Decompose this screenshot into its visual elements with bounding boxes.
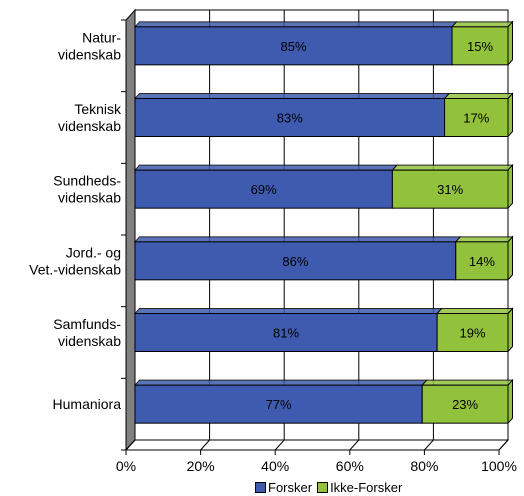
floor-gridline-80 [424,439,434,451]
data-label-ikke-forsker-0: 15% [467,39,493,54]
category-label-line: Vet.-videnskab [29,261,121,277]
legend-swatch-forsker [255,481,266,493]
bar-ikke-forsker-5 [421,384,509,424]
legend-label-forsker: Forsker [268,479,313,495]
category-label-3: Jord.- og Vet.-videnskab [29,244,121,277]
bar-top-ikke-forsker-3 [454,236,514,243]
bar-forsker-5 [134,384,423,424]
bar-forsker-3 [134,241,457,281]
bar-top-forsker-3 [133,236,462,243]
bar-end-cap-4 [507,307,513,353]
data-label-forsker-4: 81% [273,326,299,341]
legend-item-ikke-forsker: Ikke-Forsker [317,480,402,495]
bar-forsker-1 [134,98,446,137]
x-tick-label-40: 40% [261,458,289,474]
category-label-5: Humaniora [53,396,122,412]
plot-border [134,9,509,441]
legend-item-forsker: Forsker [255,480,312,495]
bar-forsker-4 [134,313,438,352]
bar-top-ikke-forsker-0 [450,21,514,28]
category-label-line: Samfunds- [53,316,121,332]
bar-top-forsker-4 [133,308,443,314]
category-label-line: Humaniora [53,396,122,412]
legend-swatch-ikke-forsker [317,481,329,493]
legend: Forsker Ikke-Forsker [255,479,402,495]
data-label-ikke-forsker-5: 23% [452,397,478,412]
bar-top-ikke-forsker-4 [436,308,514,314]
bar-end-cap-2 [507,163,513,210]
floor-gridline-0 [125,439,136,451]
bar-top-forsker-0 [133,21,458,28]
x-tick-label-80: 80% [410,458,438,474]
bar-top-ikke-forsker-1 [443,93,514,99]
category-label-line: videnskab [58,333,121,349]
bar-ikke-forsker-3 [455,241,509,281]
category-label-2: Sundheds-videnskab [53,173,121,206]
x-tick-label-20: 20% [187,458,215,474]
x-tick-label-0: 0% [116,458,136,474]
category-label-line: Sundheds- [53,173,121,189]
bar-ikke-forsker-4 [436,313,509,352]
data-label-forsker-5: 77% [266,397,292,412]
bar-top-ikke-forsker-2 [391,164,514,171]
category-label-line: videnskab [58,190,121,206]
data-label-ikke-forsker-3: 14% [469,254,495,269]
bar-end-cap-3 [507,235,513,282]
bar-top-ikke-forsker-5 [421,379,514,386]
bar-ikke-forsker-2 [391,169,509,209]
bar-end-cap-0 [507,20,513,67]
data-label-ikke-forsker-2: 31% [437,182,463,197]
bars [133,20,514,425]
axes [121,19,500,455]
floor-gridline-40 [274,439,285,451]
category-label-4: Samfunds-videnskab [53,316,121,349]
side-wall [125,8,136,452]
floor-gridline-60 [349,439,360,451]
floor [124,439,510,451]
gridlines [125,9,509,451]
bar-forsker-2 [134,169,393,209]
bar-top-forsker-5 [133,379,428,386]
category-label-line: Teknisk [74,101,122,117]
data-label-forsker-2: 69% [251,182,277,197]
data-label-forsker-0: 85% [281,39,307,54]
bar-end-cap-1 [507,92,513,138]
category-label-line: videnskab [58,118,121,134]
category-label-line: Natur- [82,29,121,45]
bar-forsker-0 [134,26,453,66]
bar-ikke-forsker-0 [451,26,509,66]
bar-top-forsker-1 [133,93,451,99]
data-label-ikke-forsker-1: 17% [463,111,489,126]
category-label-line: Jord.- og [66,244,121,260]
bar-ikke-forsker-1 [444,98,509,137]
category-label-line: videnskab [58,46,121,62]
floor-gridline-20 [200,439,210,451]
x-tick-label-60: 60% [336,458,364,474]
category-label-0: Natur-videnskab [58,29,121,62]
x-tick-label-100: 100% [481,458,517,474]
data-label-forsker-3: 86% [282,254,308,269]
bar-end-cap-5 [507,378,513,425]
labels: 0% 20% 40% 60% 80% 100% 85% 15% Natur-videnskab 8… [29,29,517,474]
data-label-ikke-forsker-4: 19% [460,326,486,341]
legend-label-ikke-forsker: Ikke-Forsker [330,479,403,495]
data-label-forsker-1: 83% [277,111,303,126]
floor-gridline-100 [498,439,509,451]
category-label-1: Teknisk videnskab [58,101,122,134]
bar-top-forsker-2 [133,164,398,171]
